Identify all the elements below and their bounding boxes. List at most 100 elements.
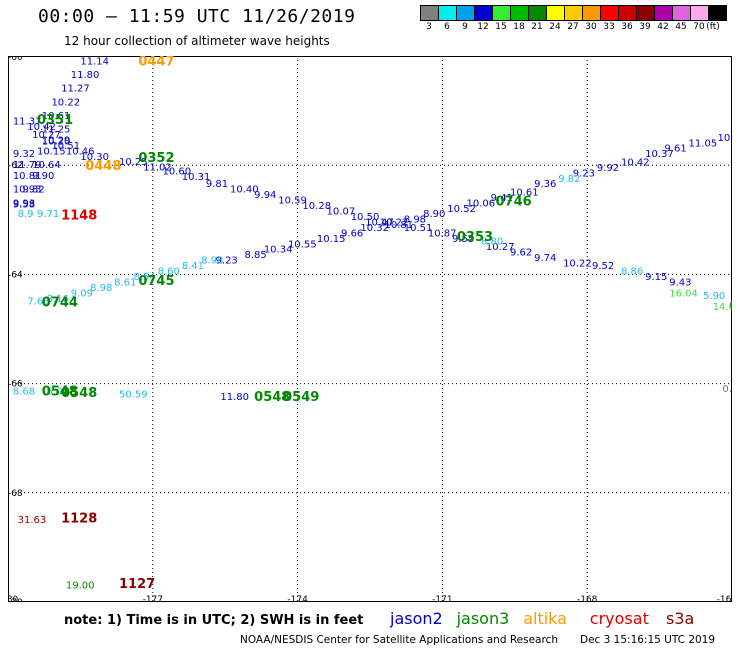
scale-swatch (673, 6, 691, 20)
scale-label: 33 (603, 22, 615, 32)
pass-time-label: 0447 (138, 56, 174, 69)
scale-swatch (511, 6, 529, 20)
swh-value-label: 9.55 (452, 234, 474, 245)
pass-time-label: 0 (730, 298, 732, 313)
scale-label: 45 (675, 22, 687, 32)
scale-swatch (565, 6, 583, 20)
swh-value-label: 11.05 (689, 138, 718, 149)
swh-value-label: 5.03 (47, 387, 69, 398)
swh-value-label: 8.80 (481, 237, 503, 248)
scale-swatch (583, 6, 601, 20)
pass-time-labels: 0447 0351 0352 0448 1148 0746 0353 0745 0744 0548… (37, 56, 732, 592)
swh-value-label: 9.74 (534, 253, 556, 264)
swh-value-label: 9.43 (669, 277, 691, 288)
swh-value-label: 14.66 (713, 302, 732, 313)
swh-value-label: 8.85 (245, 250, 267, 261)
scale-swatch (601, 6, 619, 20)
scale-swatch (547, 6, 565, 20)
swh-value-label: 9.93 (13, 198, 35, 209)
swh-value-label: 10.27 (486, 242, 515, 253)
lon-tick-label: -180 (8, 595, 18, 602)
lon-tick-label: -174 (287, 595, 308, 602)
scale-label: 3 (426, 22, 432, 32)
scale-swatch (493, 6, 511, 20)
swh-value-label: 10.25 (119, 157, 148, 168)
pass-time-label: 0745 (138, 274, 174, 289)
swh-value-label: 19.00 (66, 581, 95, 592)
swh-value-label: 10.32 (360, 223, 389, 234)
scale-swatch (421, 6, 439, 20)
lon-tick-label: -177 (143, 595, 163, 602)
swh-value-label: 8.41 (182, 261, 204, 272)
swh-value-label: 10.06 (467, 198, 496, 209)
pass-time-label: 0548 (42, 385, 78, 400)
swh-value-label: 10.30 (80, 152, 109, 163)
footnote: note: 1) Time is in UTC; 2) SWH is in fe… (64, 613, 364, 628)
legend-jason3: jason3 (456, 609, 510, 628)
axis-tick-labels: -180 -177 -174 -171 -168 -16 -60 -62 -64 -66 -68 -7… (8, 56, 732, 602)
swh-value-label: 10.28 (302, 201, 331, 212)
lon-tick-label: -168 (577, 595, 598, 602)
swh-value-label: 11.80 (71, 70, 100, 81)
scale-label: 39 (639, 22, 651, 32)
swh-value-label: 10.15 (37, 146, 66, 157)
pass-time-label: 0549 (283, 390, 319, 405)
scale-swatch (439, 6, 457, 20)
swh-value-label: 10.20 (42, 137, 71, 148)
swh-value-label: 9.23 (216, 256, 238, 267)
lon-tick-label: -16 (717, 595, 732, 602)
scale-label: 6 (444, 22, 450, 32)
generated-time: Dec 3 15:16:15 UTC 2019 (580, 634, 716, 646)
swh-value-label: 9.58 (13, 199, 35, 210)
swh-value-label: 9.62 (510, 247, 532, 258)
lat-tick-label: -68 (8, 489, 23, 499)
swh-value-label: 10.81 (13, 171, 42, 182)
swh-value-label: 9.66 (341, 228, 363, 239)
swh-value-label: 10.42 (27, 122, 56, 133)
scale-swatch (691, 6, 709, 20)
lat-tick-label: -66 (8, 380, 23, 390)
pass-time-label: 0353 (457, 230, 493, 245)
swh-value-label: 10.40 (230, 185, 259, 196)
scale-swatch (475, 6, 493, 20)
swh-value-label: 10.64 (32, 160, 61, 171)
swh-value-label: 10.60 (162, 167, 191, 178)
swh-value-label: 10.22 (563, 258, 592, 269)
scale-label: 36 (621, 22, 633, 32)
scale-label: 30 (585, 22, 597, 32)
swh-value-label: 11.79 (13, 160, 42, 171)
map-title: 00:00 – 11:59 UTC 11/26/2019 (38, 6, 356, 27)
swh-value-label: 11.37 (13, 116, 42, 127)
swh-value-label: 10.34 (264, 245, 293, 256)
credit-text: NOAA/NESDIS Center for Satellite Applica… (240, 634, 558, 646)
scale-swatch (619, 6, 637, 20)
swh-value-label: 31.63 (18, 515, 47, 526)
swh-value-label: 10.22 (380, 217, 409, 228)
swh-value-label: 11.27 (61, 84, 90, 95)
scale-label: 21 (531, 22, 543, 32)
scale-label: 70 (693, 22, 705, 32)
swh-value-label: 10.50 (351, 212, 380, 223)
swh-value-label: 9.81 (206, 179, 228, 190)
swh-value-label: 10.55 (288, 239, 317, 250)
pass-time-label: 1128 (61, 511, 97, 526)
swh-value-label: 11.14 (80, 56, 109, 67)
scale-swatch (709, 6, 726, 20)
scale-label: 12 (477, 22, 489, 32)
scale-label: 42 (657, 22, 669, 32)
scale-swatch (637, 6, 655, 20)
swh-value-label: 10.61 (510, 187, 539, 198)
swh-value-label: 10.61 (42, 111, 71, 122)
scale-label: 9 (462, 22, 468, 32)
scale-swatch (457, 6, 475, 20)
swh-value-label: 10.31 (182, 172, 211, 183)
swh-value-label: 8.98 (404, 215, 426, 226)
swh-value-label: 9.94 (254, 190, 276, 201)
swh-value-label: 8.68 (13, 387, 35, 398)
pass-time-label: 0351 (37, 113, 73, 128)
scale-swatch (529, 6, 547, 20)
swh-value-label: 10.37 (645, 149, 674, 160)
swh-value-label: 8.86 (621, 267, 643, 278)
lat-tick-label: -70 (8, 598, 23, 602)
swh-value-label: 8.61 (114, 277, 136, 288)
